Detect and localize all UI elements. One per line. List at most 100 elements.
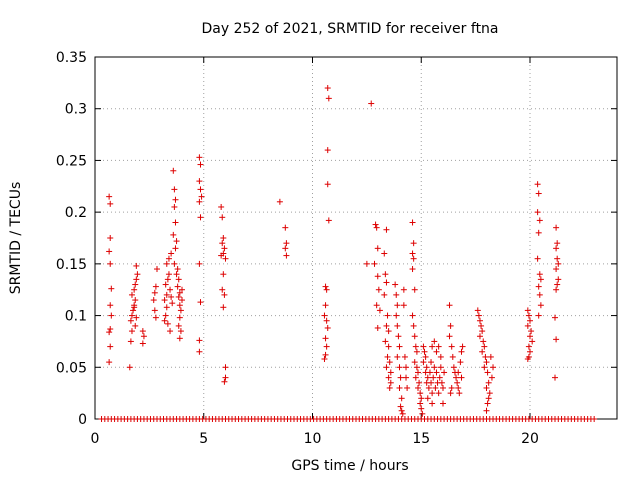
data-point: [479, 328, 486, 335]
data-point: [222, 374, 229, 381]
data-point: [484, 400, 491, 407]
data-point: [453, 374, 460, 381]
data-point: [372, 221, 379, 228]
data-point: [398, 395, 405, 402]
data-point: [481, 364, 488, 371]
data-point: [133, 262, 140, 269]
data-point: [448, 343, 455, 350]
data-point: [161, 297, 168, 304]
data-point: [392, 281, 399, 288]
data-point: [132, 281, 139, 288]
data-point: [179, 286, 185, 293]
data-point: [174, 283, 181, 290]
data-point: [428, 359, 435, 366]
data-point: [164, 276, 171, 283]
data-point: [371, 260, 378, 267]
data-point: [483, 407, 490, 414]
data-point: [107, 302, 114, 309]
data-point: [321, 312, 328, 319]
y-tick-label: 0.05: [56, 360, 87, 376]
data-point: [176, 302, 183, 309]
data-point: [325, 95, 332, 102]
x-tick-label: 10: [304, 431, 322, 447]
data-point: [430, 374, 437, 381]
data-point: [222, 255, 229, 262]
y-tick-label: 0.2: [65, 205, 87, 221]
data-point: [535, 190, 542, 197]
data-point: [527, 333, 533, 340]
data-point: [424, 374, 431, 381]
data-point: [534, 209, 541, 216]
data-point: [382, 271, 389, 278]
data-point: [475, 312, 482, 319]
data-point: [433, 348, 440, 355]
data-point: [162, 312, 169, 319]
data-point: [446, 302, 453, 309]
data-point: [441, 369, 448, 376]
data-point: [395, 333, 402, 340]
data-point: [436, 374, 443, 381]
data-point: [152, 283, 159, 290]
data-point: [486, 390, 493, 397]
data-point: [409, 266, 416, 273]
data-point: [414, 369, 421, 376]
data-point: [169, 300, 176, 307]
data-point: [175, 276, 182, 283]
data-point: [106, 329, 113, 336]
data-point: [283, 252, 290, 259]
data-point: [108, 285, 115, 292]
data-point: [134, 271, 141, 278]
data-point: [282, 245, 289, 252]
data-point: [384, 312, 391, 319]
data-point: [411, 359, 418, 366]
data-point: [429, 343, 436, 350]
data-point: [449, 353, 456, 360]
data-point: [323, 317, 330, 324]
data-point: [168, 250, 175, 257]
data-point: [221, 378, 228, 385]
data-point: [476, 317, 483, 324]
data-point: [396, 343, 403, 350]
data-point: [321, 356, 328, 363]
data-point: [529, 338, 536, 345]
data-point: [535, 283, 542, 290]
data-point: [162, 281, 169, 288]
data-point: [176, 289, 183, 296]
data-point: [222, 364, 229, 371]
x-tick-label: 15: [412, 431, 430, 447]
data-point: [133, 314, 140, 321]
data-point: [384, 353, 391, 360]
data-point: [106, 248, 113, 255]
data-point: [385, 328, 392, 335]
x-axis-label: GPS time / hours: [291, 458, 408, 474]
data-point: [412, 343, 419, 350]
data-point: [417, 400, 424, 407]
data-point: [381, 291, 388, 298]
data-point: [170, 167, 177, 174]
x-tick-label: 20: [521, 431, 539, 447]
data-point: [536, 217, 543, 224]
data-point: [396, 384, 403, 391]
data-point: [419, 410, 426, 417]
data-point: [150, 297, 157, 304]
data-point: [386, 384, 393, 391]
data-point: [554, 281, 561, 288]
y-tick-label: 0.1: [65, 309, 87, 325]
data-point: [553, 286, 560, 293]
data-point: [161, 317, 168, 324]
data-point: [322, 302, 329, 309]
data-point: [373, 224, 380, 231]
data-point: [417, 390, 424, 397]
data-point: [429, 390, 436, 397]
data-point: [175, 322, 182, 329]
data-point: [528, 328, 535, 335]
data-point: [552, 374, 559, 381]
data-point: [431, 338, 438, 345]
data-point: [479, 348, 486, 355]
data-point: [447, 390, 454, 397]
data-point: [484, 369, 491, 376]
data-point: [426, 369, 433, 376]
y-axis-label: SRMTID / TECUs: [8, 182, 24, 295]
data-point: [447, 322, 454, 329]
data-point: [448, 384, 455, 391]
